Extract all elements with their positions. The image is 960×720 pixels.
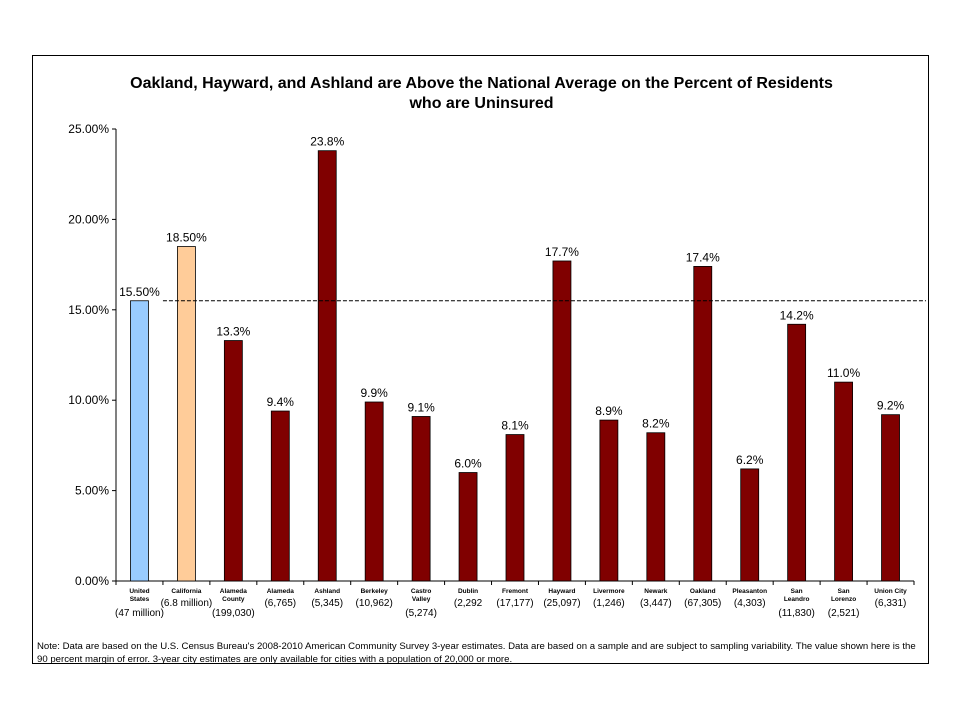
data-label: 9.2% — [877, 399, 905, 413]
x-tick-label: Alameda — [267, 588, 294, 595]
x-tick-label: Oakland — [690, 588, 716, 595]
data-label: 6.0% — [454, 457, 482, 471]
bar — [317, 150, 337, 582]
chart-frame: Oakland, Hayward, and Ashland are Above … — [32, 55, 929, 664]
bar — [834, 381, 853, 582]
bar — [130, 300, 149, 582]
bar — [646, 432, 666, 582]
data-label: 17.7% — [545, 245, 579, 259]
y-tick-label: 10.00% — [68, 393, 109, 407]
x-tick-label: Union City — [874, 588, 907, 595]
x-count-label: (6.8 million) — [161, 598, 213, 609]
data-label: 18.50% — [166, 231, 207, 245]
x-count-label: (10,962) — [356, 598, 393, 609]
chart-title: Oakland, Hayward, and Ashland are Above … — [33, 74, 928, 114]
data-label: 15.50% — [119, 285, 160, 299]
data-label: 9.1% — [407, 400, 435, 414]
data-label: 11.0% — [827, 366, 860, 380]
data-label: 13.3% — [216, 325, 250, 339]
x-tick-label: Lorenzo — [831, 596, 856, 603]
y-tick-label: 25.00% — [68, 122, 109, 136]
x-count-label: (6,765) — [264, 598, 296, 609]
bar — [458, 472, 478, 582]
x-count-label: (11,830) — [778, 608, 815, 619]
y-tick-label: 5.00% — [75, 484, 109, 498]
bar — [270, 410, 290, 582]
data-label: 6.2% — [736, 453, 764, 467]
x-tick-label: Dublin — [458, 588, 478, 595]
x-tick-label: Valley — [412, 596, 431, 603]
bar — [177, 246, 196, 582]
chart-title-line-1: Oakland, Hayward, and Ashland are Above … — [130, 75, 833, 92]
x-tick-label: San — [791, 588, 803, 595]
y-tick-label: 20.00% — [68, 212, 109, 226]
bar — [364, 401, 384, 582]
x-tick-label: Castro — [411, 588, 432, 595]
x-count-label: (5,274) — [405, 608, 437, 619]
x-tick-label: Livermore — [593, 588, 625, 595]
x-count-label: (67,305) — [684, 598, 721, 609]
data-label: 9.9% — [360, 386, 388, 400]
data-label: 8.2% — [642, 417, 670, 431]
x-tick-label: San — [838, 588, 850, 595]
x-tick-label: Fremont — [502, 588, 529, 595]
x-tick-label: Pleasanton — [732, 588, 767, 595]
x-tick-label: Ashland — [314, 588, 340, 595]
footnote: Note: Data are based on the U.S. Census … — [37, 641, 916, 664]
bar — [552, 260, 572, 582]
x-tick-label: Alameda — [220, 588, 247, 595]
x-count-label: (3,447) — [640, 598, 672, 609]
x-tick-label: California — [171, 588, 201, 595]
x-count-label: (199,030) — [212, 608, 255, 619]
bar — [599, 419, 619, 582]
data-label: 17.4% — [686, 250, 720, 264]
x-tick-label: States — [130, 596, 150, 603]
y-tick-label: 0.00% — [75, 574, 109, 588]
x-tick-label: Berkeley — [361, 588, 388, 595]
x-count-label: (2,292 — [454, 598, 483, 609]
bar — [881, 414, 900, 582]
y-tick-label: 15.00% — [68, 303, 109, 317]
data-label: 23.8% — [310, 135, 344, 149]
data-label: 8.1% — [501, 419, 529, 433]
x-count-label: (2,521) — [828, 608, 860, 619]
x-tick-label: County — [222, 596, 245, 603]
bar — [411, 416, 431, 582]
x-count-label: (25,097) — [543, 598, 580, 609]
x-count-label: (4,303) — [734, 598, 766, 609]
chart-title-line-2: who are Uninsured — [409, 95, 554, 112]
x-tick-label: Newark — [644, 588, 668, 595]
data-label: 8.9% — [595, 404, 623, 418]
data-label: 14.2% — [780, 308, 814, 322]
x-count-label: (5,345) — [311, 598, 343, 609]
x-tick-label: Hayward — [548, 588, 575, 595]
data-label: 9.4% — [267, 395, 295, 409]
x-count-label: (17,177) — [496, 598, 533, 609]
bar — [787, 323, 807, 582]
bar — [740, 468, 760, 582]
x-count-label: (47 million) — [115, 608, 164, 619]
bar — [693, 266, 713, 582]
bar — [505, 434, 525, 582]
x-tick-label: Leandro — [784, 596, 810, 603]
x-count-label: (6,331) — [875, 598, 907, 609]
x-count-label: (1,246) — [593, 598, 625, 609]
x-tick-label: United — [129, 588, 149, 595]
bar-chart: 0.00% 5.00% 10.00% 15.00% 20.00% 25.00% 15.50%… — [68, 122, 926, 619]
bar — [223, 340, 243, 582]
